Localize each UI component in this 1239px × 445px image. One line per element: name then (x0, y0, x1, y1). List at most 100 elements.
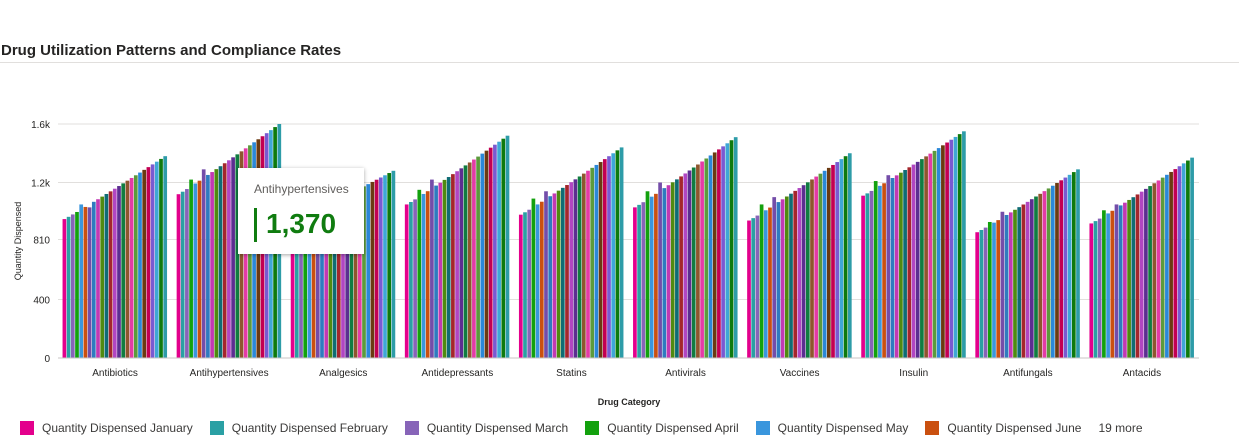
bar (696, 164, 700, 358)
bar (501, 138, 506, 358)
tooltip-accent-bar (254, 208, 257, 242)
bar (801, 185, 806, 358)
bar (146, 167, 151, 358)
bar (962, 131, 966, 358)
bar (117, 186, 121, 358)
bar (133, 175, 138, 358)
bar (535, 204, 540, 358)
bar (1139, 191, 1144, 358)
legend-item[interactable]: Quantity Dispensed June (925, 421, 1081, 435)
bar (873, 181, 878, 358)
bar (556, 190, 561, 358)
bar (924, 156, 928, 358)
bar (586, 170, 590, 358)
bar (383, 175, 387, 358)
bar (704, 158, 709, 358)
bar (1160, 177, 1165, 358)
legend-item[interactable]: Quantity Dispensed January (20, 421, 193, 435)
bar (345, 195, 350, 358)
bar (691, 167, 696, 358)
bar (920, 159, 924, 358)
bar (1118, 205, 1123, 358)
y-tick-label: 0 (44, 354, 50, 365)
bar (658, 182, 662, 358)
bar (615, 150, 620, 358)
bar (932, 150, 937, 358)
bar (953, 136, 958, 358)
bar (751, 218, 756, 358)
bar (1114, 204, 1119, 358)
bar (1021, 204, 1026, 358)
bar (780, 199, 785, 358)
bar (235, 154, 240, 358)
bar (822, 170, 827, 358)
legend-label: Quantity Dispensed March (426, 421, 569, 435)
y-tick-label: 400 (33, 296, 50, 307)
bar (121, 183, 126, 358)
bar (201, 169, 206, 358)
bar (505, 135, 510, 358)
bar (1042, 191, 1047, 358)
bar (641, 202, 646, 358)
bar (459, 168, 464, 358)
bar (637, 204, 641, 358)
bar (818, 173, 823, 358)
bar (70, 214, 75, 358)
bar (75, 211, 79, 358)
bar (214, 169, 219, 358)
bar (1110, 210, 1115, 358)
bar (1135, 194, 1140, 358)
legend-label: Quantity Dispensed February (231, 421, 388, 435)
bar (303, 204, 308, 358)
legend-item[interactable]: Quantity Dispensed March (404, 421, 569, 435)
bar (607, 156, 611, 358)
bar (712, 152, 717, 358)
bar (1131, 197, 1136, 358)
bar (455, 171, 459, 358)
legend-swatch (20, 421, 34, 435)
bar (733, 137, 738, 358)
bar (1029, 199, 1034, 358)
bar (518, 214, 523, 358)
bar (945, 142, 949, 358)
y-tick-label: 810 (33, 236, 50, 247)
bar (911, 164, 916, 358)
bar (362, 186, 366, 358)
bar (975, 232, 980, 358)
legend-item[interactable]: Quantity Dispensed February (209, 421, 388, 435)
bar (1190, 157, 1194, 358)
bar (941, 145, 945, 358)
bar (185, 189, 189, 358)
bar (573, 179, 578, 358)
legend-swatch (925, 421, 940, 435)
legend-more-button[interactable]: 19 more (1098, 421, 1143, 435)
legend-swatch (755, 421, 770, 435)
bar (1123, 202, 1127, 358)
x-tick-label: Analgesics (319, 368, 367, 379)
bar (366, 184, 371, 358)
bar (62, 219, 67, 358)
bar (218, 166, 223, 358)
legend-swatch (404, 421, 419, 435)
bar (1059, 180, 1064, 358)
bar (928, 153, 933, 358)
bar (839, 159, 844, 358)
bar (679, 176, 683, 358)
legend-label: Quantity Dispensed June (947, 421, 1082, 435)
x-tick-label: Antihypertensives (190, 368, 269, 379)
bar (957, 134, 962, 358)
bar (425, 191, 430, 358)
bar (1181, 163, 1186, 358)
bar (666, 185, 671, 358)
bar (717, 149, 721, 358)
legend-item[interactable]: Quantity Dispensed May (755, 421, 908, 435)
bar (1186, 160, 1190, 358)
bar (700, 161, 704, 358)
bar (996, 220, 1001, 358)
bar (869, 190, 874, 358)
bar (814, 176, 819, 358)
bar (992, 222, 996, 358)
bar (231, 157, 235, 358)
bar (1148, 186, 1152, 358)
legend-item[interactable]: Quantity Dispensed April (585, 421, 739, 435)
